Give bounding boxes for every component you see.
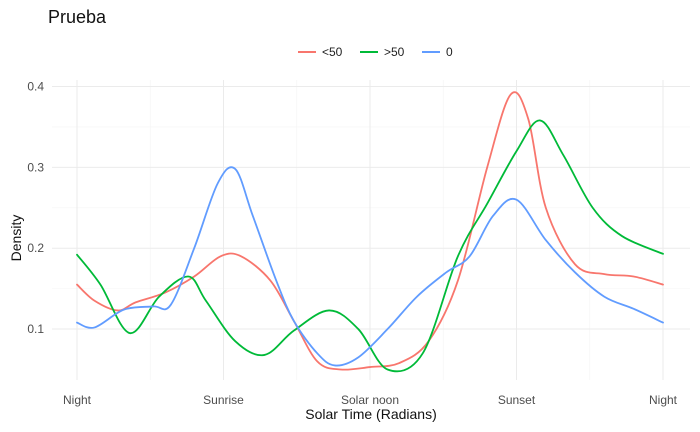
series-line-0: [76, 91, 664, 371]
y-tick-label: 0.3: [27, 160, 44, 174]
x-axis-title: Solar Time (Radians): [305, 406, 437, 422]
x-tick-label: Night: [649, 393, 678, 407]
x-tick-label: Sunrise: [203, 393, 244, 407]
series-line-2: [76, 166, 664, 367]
grid-lines: [52, 80, 690, 380]
y-tick-label: 0.2: [27, 241, 44, 255]
legend: <50 >50 0: [298, 45, 453, 59]
chart-title: Prueba: [48, 7, 107, 27]
y-axis-title: Density: [8, 215, 24, 262]
x-tick-label: Sunset: [498, 393, 536, 407]
series-line-1: [76, 119, 664, 373]
x-axis-ticks: Night Sunrise Solar noon Sunset Night: [63, 393, 678, 407]
y-tick-label: 0.1: [27, 322, 44, 336]
y-tick-label: 0.4: [27, 79, 44, 93]
legend-label-1: >50: [384, 45, 405, 59]
series-lines: [76, 91, 664, 373]
x-tick-label: Solar noon: [341, 393, 399, 407]
legend-label-2: 0: [446, 45, 453, 59]
legend-label-0: <50: [322, 45, 343, 59]
x-tick-label: Night: [63, 393, 92, 407]
y-axis-ticks: 0.1 0.2 0.3 0.4: [27, 79, 44, 336]
